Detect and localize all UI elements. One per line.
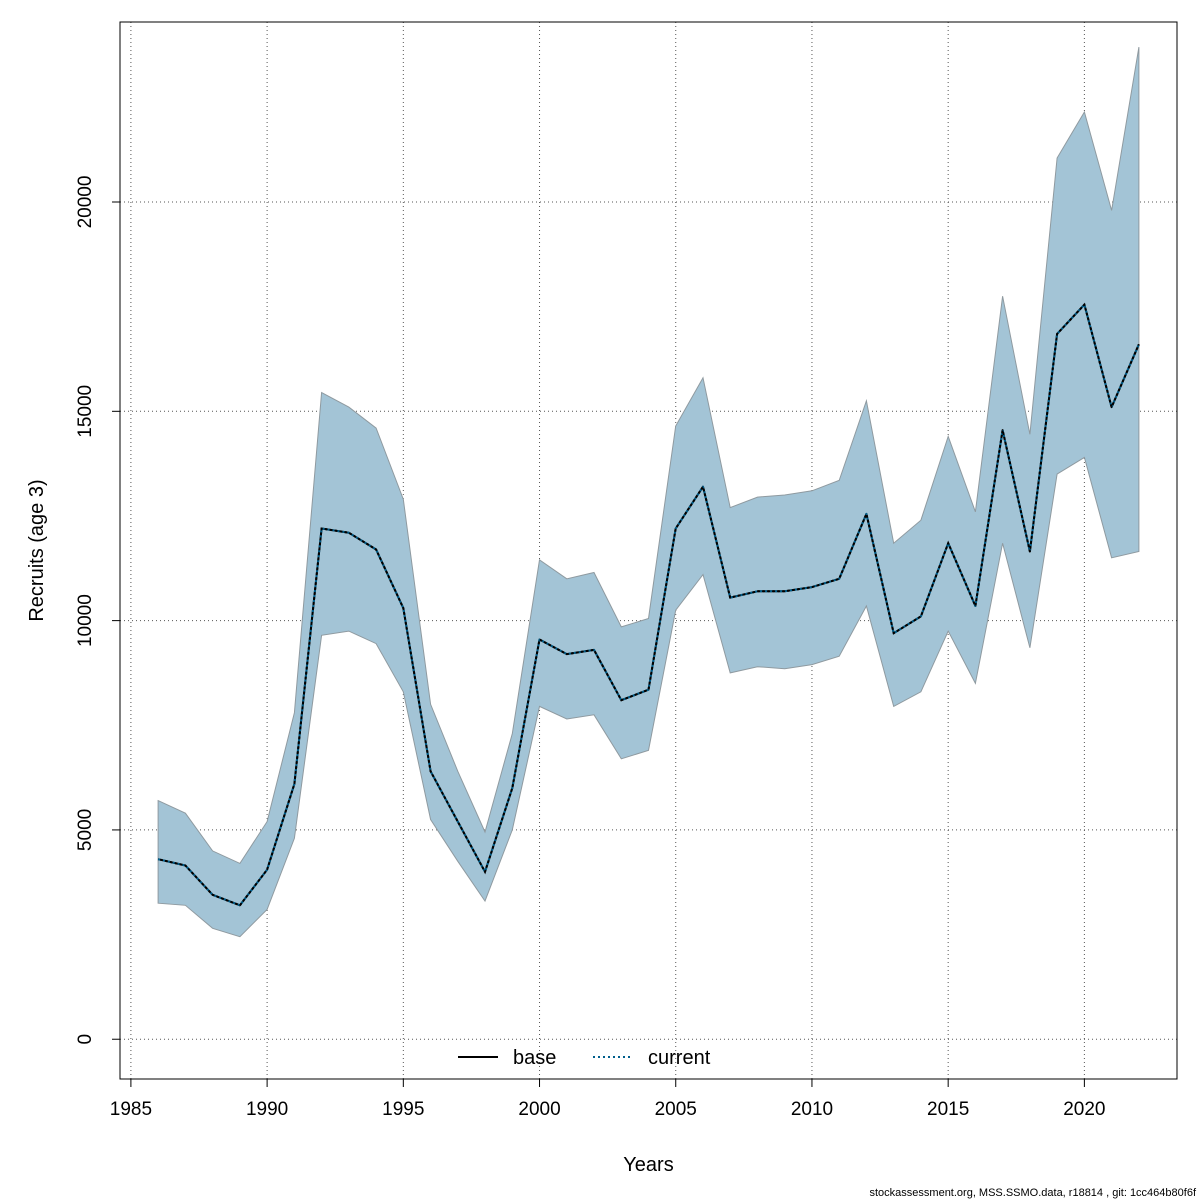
legend-label-base: base	[513, 1047, 556, 1069]
x-tick-label-1995: 1995	[382, 1099, 424, 1120]
axes: 1985 1990 1995 2000 2005 2010 2015 2020 0 5000 100…	[75, 21, 1178, 1120]
y-tick-label-5000: 5000	[75, 809, 96, 851]
x-tick-label-2015: 2015	[927, 1099, 969, 1120]
x-tick-label-2000: 2000	[518, 1099, 560, 1120]
x-tick-label-2005: 2005	[655, 1099, 697, 1120]
y-tick-label-15000: 15000	[75, 385, 96, 438]
confidence-band-layer	[157, 47, 1140, 938]
y-tick-label-0: 0	[75, 1034, 96, 1045]
series-line-overlay	[157, 302, 1140, 907]
y-axis-title: Recruits (age 3)	[26, 479, 48, 621]
x-tick-label-2010: 2010	[791, 1099, 833, 1120]
x-tick-label-1985: 1985	[110, 1099, 152, 1120]
series-lines-layer	[157, 302, 1140, 907]
series-line-current	[157, 303, 1140, 907]
legend-label-current: current	[648, 1047, 711, 1069]
x-axis-title: Years	[623, 1154, 673, 1176]
x-tick-label-2020: 2020	[1063, 1099, 1105, 1120]
y-tick-label-10000: 10000	[75, 594, 96, 647]
x-tick-label-1990: 1990	[246, 1099, 288, 1120]
confidence-band	[157, 47, 1140, 938]
y-tick-label-20000: 20000	[75, 176, 96, 229]
footer-credit: stockassessment.org, MSS.SSMO.data, r188…	[869, 1187, 1197, 1199]
legend: base current	[458, 1047, 711, 1069]
